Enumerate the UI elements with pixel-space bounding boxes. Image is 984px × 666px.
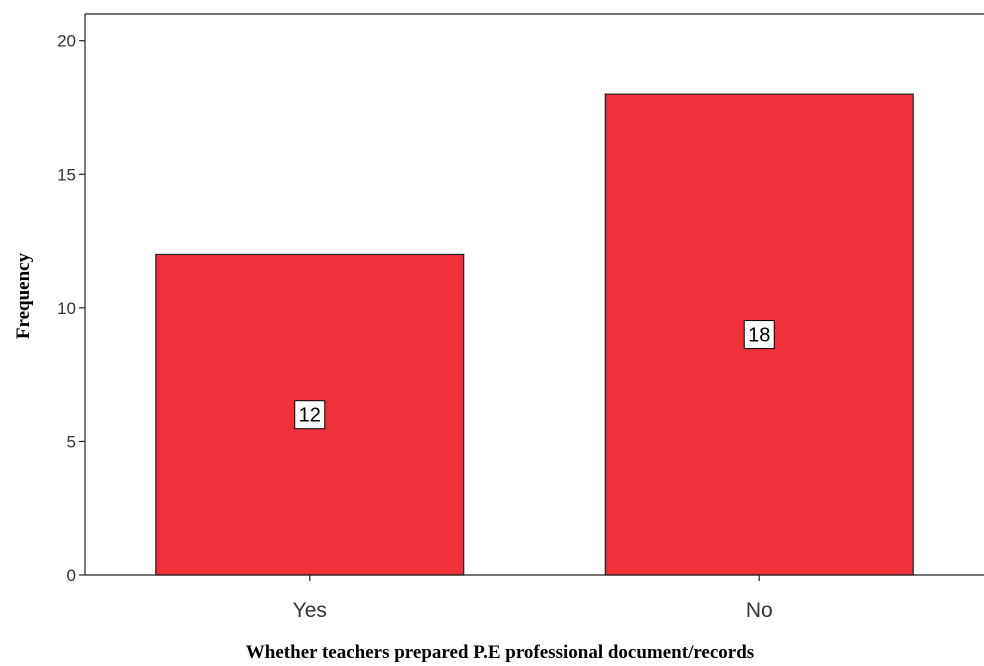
data-label-box bbox=[294, 400, 326, 430]
y-tick-label: 0 bbox=[67, 566, 76, 585]
x-tick-label: No bbox=[746, 599, 773, 622]
data-label: 18 bbox=[748, 325, 770, 347]
y-axis-title: Frequency bbox=[13, 252, 34, 339]
y-axis: 0 5 10 15 20 bbox=[57, 14, 86, 585]
x-tick-label: Yes bbox=[293, 599, 327, 622]
y-tick-label: 10 bbox=[57, 299, 76, 318]
y-tick-label: 20 bbox=[57, 32, 76, 51]
y-tick-label: 5 bbox=[67, 432, 76, 451]
y-tick-label: 15 bbox=[57, 165, 76, 184]
data-label: 12 bbox=[299, 405, 321, 427]
bars: 12 18 bbox=[155, 93, 914, 576]
x-axis: Yes No bbox=[85, 574, 984, 622]
x-axis-title: Whether teachers prepared P.E profession… bbox=[246, 642, 754, 663]
data-label-box bbox=[743, 320, 775, 350]
